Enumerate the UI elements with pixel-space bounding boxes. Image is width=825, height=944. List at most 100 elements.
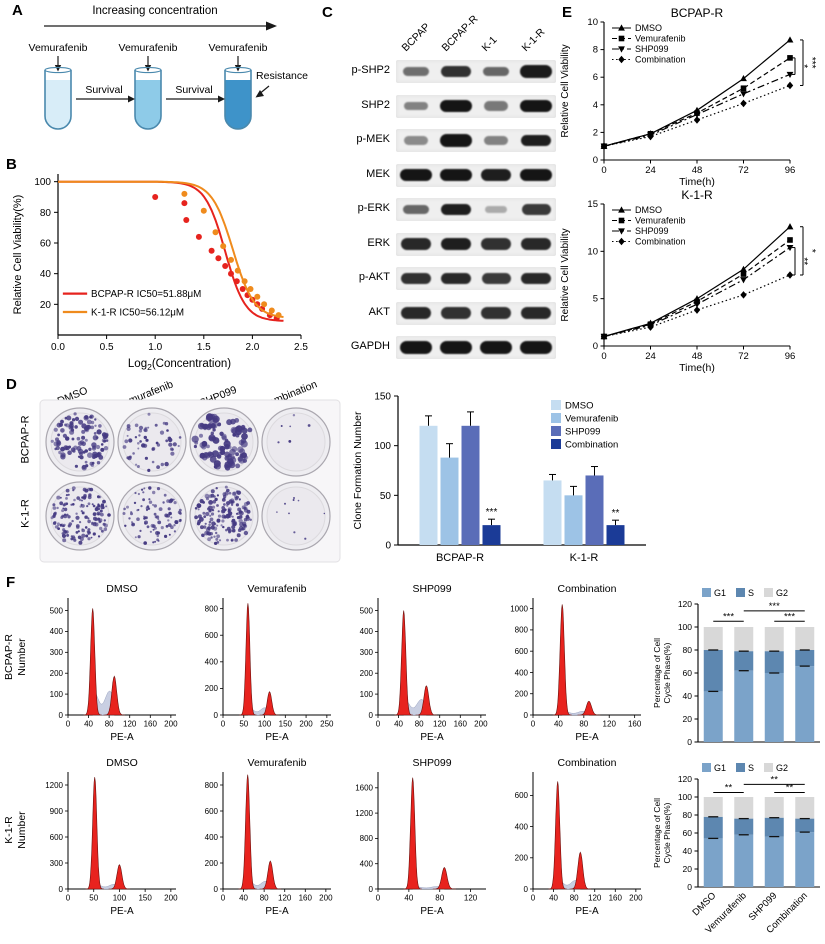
colony-dot — [203, 452, 209, 458]
colony-dot — [236, 490, 241, 495]
svg-text:160: 160 — [144, 720, 158, 729]
tube-label-3: Vemurafenib — [208, 42, 268, 54]
data-point — [268, 307, 275, 314]
segment-g2 — [764, 797, 784, 818]
blot-band — [440, 99, 472, 113]
colony-dot — [143, 517, 146, 520]
colony-dot — [200, 525, 204, 530]
blot-strip — [396, 336, 556, 359]
colony-dot — [208, 500, 214, 505]
blot-strip — [396, 129, 556, 152]
colony-dot — [100, 503, 105, 507]
colony-dot — [213, 522, 217, 526]
colony-dot — [216, 494, 219, 497]
svg-text:120: 120 — [678, 599, 692, 609]
blot-band — [483, 66, 509, 77]
colony-dot — [224, 444, 230, 450]
tube-label-2: Vemurafenib — [118, 42, 178, 54]
colony-dot — [96, 429, 102, 435]
blot-band — [520, 238, 552, 250]
chart-title: BCPAP-R — [671, 6, 724, 20]
svg-text:500: 500 — [50, 606, 64, 615]
colony-dot — [65, 502, 69, 505]
colony-dot — [136, 465, 140, 468]
colony-dot — [92, 532, 96, 536]
tube-liquid — [225, 80, 251, 129]
colony-dot — [97, 451, 102, 457]
bar — [461, 425, 480, 545]
colony-dot — [216, 518, 221, 523]
colony-dot — [242, 458, 247, 463]
svg-text:400: 400 — [205, 658, 219, 667]
colony-dot — [54, 447, 57, 451]
svg-text:0: 0 — [376, 894, 381, 903]
colony-dot — [225, 528, 228, 532]
colony-dot — [194, 440, 199, 445]
svg-text:800: 800 — [360, 834, 374, 843]
series-line — [603, 247, 791, 338]
segment-g1 — [703, 838, 723, 887]
colony-dot — [53, 427, 58, 432]
blot-row-label: MEK — [366, 167, 390, 180]
colony-dot — [214, 497, 218, 502]
colony-dot — [157, 520, 162, 525]
svg-text:120: 120 — [678, 774, 692, 784]
colony-dot — [153, 504, 157, 508]
svg-text:100: 100 — [374, 441, 391, 452]
data-point — [222, 263, 229, 269]
data-point — [261, 301, 268, 308]
data-point — [181, 200, 188, 207]
colony-dot — [138, 425, 144, 430]
colony-dot — [87, 528, 91, 532]
blot-band — [520, 134, 552, 147]
svg-text:1600: 1600 — [355, 784, 373, 793]
svg-text:200: 200 — [205, 684, 219, 693]
segment-g1 — [795, 666, 815, 742]
colony-dot — [81, 464, 87, 470]
blot-lane-label: K-1 — [479, 33, 500, 54]
colony-dot — [165, 439, 169, 443]
colony-dot — [235, 463, 241, 469]
colony-dot — [128, 438, 133, 443]
colony-dot — [123, 507, 126, 511]
blot-band — [481, 238, 511, 250]
colony-dot — [235, 512, 239, 515]
colony-dot — [211, 424, 216, 428]
svg-text:200: 200 — [164, 894, 178, 903]
y-axis-label: Relative Cell Viability — [560, 228, 571, 321]
svg-text:2: 2 — [593, 127, 598, 138]
colony-dot — [208, 520, 212, 524]
svg-text:400: 400 — [50, 627, 64, 636]
colony-dot — [216, 534, 221, 539]
colony-dot — [218, 539, 222, 542]
colony-dot — [209, 514, 212, 517]
colony-dot — [172, 442, 177, 447]
colony-dot — [173, 524, 176, 527]
colony-dot — [52, 503, 56, 507]
blot-band — [520, 307, 552, 319]
segment-g1 — [764, 673, 784, 742]
colony-dot — [216, 524, 219, 527]
colony-dot — [210, 493, 215, 498]
svg-text:4: 4 — [593, 100, 598, 111]
colony-dot — [215, 537, 219, 541]
colony-dot — [221, 498, 226, 502]
legend-item: K-1-R IC50=56.12μM — [91, 308, 184, 319]
bar — [585, 475, 604, 545]
colony-dot — [149, 530, 152, 533]
colony-dot — [78, 419, 84, 425]
svg-text:150: 150 — [374, 392, 391, 403]
colony-row-label-bcpapr: BCPAP-R — [19, 415, 32, 464]
legend-item: Combination — [635, 237, 686, 247]
colony-dot — [239, 522, 244, 527]
svg-text:300: 300 — [360, 648, 374, 657]
svg-text:40: 40 — [554, 720, 563, 729]
colony-dot — [84, 526, 88, 529]
dna-peak — [432, 867, 456, 890]
svg-text:80: 80 — [435, 894, 444, 903]
x-axis-label: PE-A — [420, 906, 444, 917]
significance-label: ** — [725, 783, 733, 794]
colony-dot — [95, 444, 101, 450]
category-label: BCPAP-R — [436, 552, 484, 564]
tube-outline — [224, 70, 252, 130]
